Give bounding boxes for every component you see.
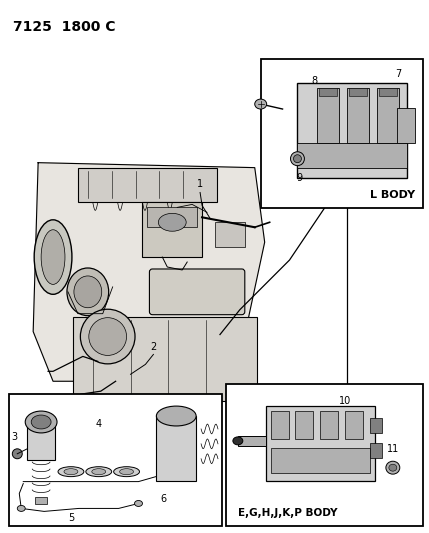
Bar — [271, 411, 289, 439]
Bar — [78, 168, 217, 203]
Bar — [349, 88, 367, 96]
Ellipse shape — [158, 213, 186, 231]
Ellipse shape — [389, 464, 397, 471]
Bar — [261, 59, 423, 208]
Ellipse shape — [67, 268, 109, 316]
Bar — [9, 394, 222, 526]
Text: 10: 10 — [339, 396, 351, 406]
Ellipse shape — [157, 406, 196, 426]
Bar — [397, 108, 415, 143]
Bar — [347, 88, 369, 143]
Ellipse shape — [58, 467, 84, 477]
Bar — [296, 411, 313, 439]
Bar — [142, 203, 202, 257]
Text: 4: 4 — [96, 419, 102, 429]
Polygon shape — [33, 163, 265, 381]
Ellipse shape — [120, 469, 133, 475]
Bar — [215, 222, 245, 247]
Bar — [226, 384, 423, 526]
Ellipse shape — [293, 155, 302, 163]
Text: 9: 9 — [296, 173, 302, 183]
Bar — [319, 88, 337, 96]
Ellipse shape — [80, 309, 135, 364]
Ellipse shape — [290, 152, 305, 166]
Bar — [297, 143, 407, 168]
Text: 7: 7 — [396, 69, 402, 79]
Text: 3: 3 — [11, 432, 17, 442]
Ellipse shape — [89, 318, 127, 356]
Ellipse shape — [64, 469, 78, 475]
Ellipse shape — [17, 505, 25, 511]
Bar — [320, 411, 338, 439]
Text: 2: 2 — [150, 342, 157, 352]
Text: 8: 8 — [311, 76, 317, 86]
Bar — [266, 406, 375, 481]
Text: E,G,H,J,K,P BODY: E,G,H,J,K,P BODY — [238, 508, 337, 519]
Text: 1: 1 — [197, 179, 203, 189]
Bar — [297, 83, 407, 177]
Text: 5: 5 — [68, 513, 74, 523]
Ellipse shape — [386, 461, 400, 474]
Ellipse shape — [86, 467, 112, 477]
Ellipse shape — [34, 220, 72, 294]
Ellipse shape — [25, 411, 57, 433]
Ellipse shape — [12, 449, 22, 459]
Bar — [238, 436, 266, 446]
Ellipse shape — [135, 500, 142, 506]
FancyBboxPatch shape — [149, 269, 245, 314]
Ellipse shape — [92, 469, 106, 475]
Ellipse shape — [233, 437, 243, 445]
Text: 11: 11 — [387, 444, 399, 454]
Bar — [73, 317, 257, 401]
Text: 6: 6 — [160, 494, 166, 504]
Bar — [370, 443, 382, 458]
Ellipse shape — [74, 276, 102, 308]
Bar — [157, 416, 196, 481]
Bar — [27, 422, 55, 460]
Text: L BODY: L BODY — [369, 190, 415, 200]
Bar — [317, 88, 339, 143]
Ellipse shape — [31, 415, 51, 429]
Bar — [379, 88, 397, 96]
Text: 7125  1800 C: 7125 1800 C — [13, 20, 116, 34]
Bar — [377, 88, 399, 143]
Ellipse shape — [255, 99, 267, 109]
Bar — [370, 418, 382, 433]
Bar — [271, 448, 370, 473]
Bar — [148, 207, 197, 227]
Ellipse shape — [114, 467, 139, 477]
Bar — [345, 411, 363, 439]
Ellipse shape — [41, 230, 65, 285]
Bar — [35, 497, 47, 504]
